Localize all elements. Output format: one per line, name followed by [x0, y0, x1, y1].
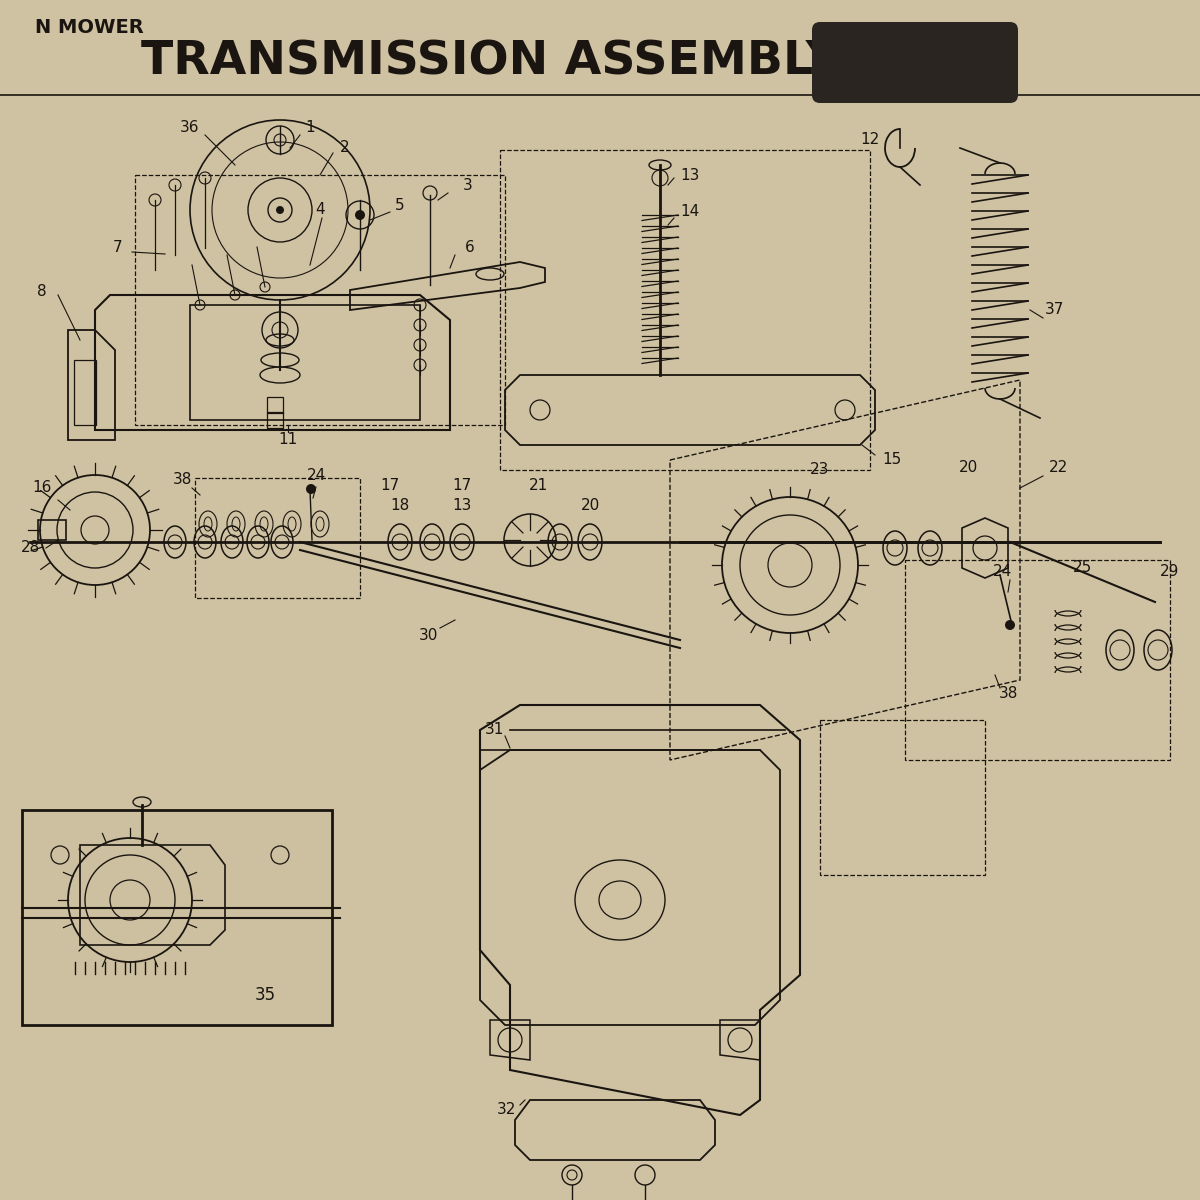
Text: 20: 20 — [581, 498, 600, 514]
Bar — [22, 810, 332, 1025]
Bar — [74, 360, 96, 425]
Text: 31: 31 — [485, 722, 505, 738]
Bar — [500, 150, 870, 470]
Text: 36: 36 — [180, 120, 199, 136]
Text: 38: 38 — [173, 473, 192, 487]
Text: 5: 5 — [395, 198, 404, 212]
Text: 13: 13 — [680, 168, 700, 182]
Text: 16: 16 — [32, 480, 52, 496]
Text: 38: 38 — [998, 686, 1018, 702]
Circle shape — [1006, 620, 1015, 630]
Text: 4: 4 — [316, 203, 325, 217]
Text: 21: 21 — [528, 479, 547, 493]
Text: 6: 6 — [466, 240, 475, 256]
Text: 30: 30 — [419, 628, 438, 642]
Text: 15: 15 — [882, 452, 901, 468]
Text: N MOWER: N MOWER — [35, 18, 144, 37]
Text: 8: 8 — [37, 284, 47, 300]
Circle shape — [276, 206, 284, 214]
Text: TRANSMISSION ASSEMBLY: TRANSMISSION ASSEMBLY — [140, 40, 840, 84]
Circle shape — [306, 484, 316, 494]
Text: 24: 24 — [306, 468, 325, 484]
Text: 11: 11 — [278, 432, 298, 448]
Text: 12: 12 — [860, 132, 880, 148]
Text: 3: 3 — [463, 178, 473, 192]
Bar — [134, 175, 505, 425]
Text: 29: 29 — [1160, 564, 1180, 580]
Text: 28: 28 — [20, 540, 40, 556]
Text: 17: 17 — [380, 479, 400, 493]
FancyBboxPatch shape — [812, 22, 1018, 103]
Text: 17: 17 — [452, 479, 472, 493]
Text: 7: 7 — [113, 240, 122, 256]
Text: 32: 32 — [497, 1103, 516, 1117]
Bar — [905, 560, 1170, 760]
Text: 22: 22 — [1049, 461, 1068, 475]
Text: 23: 23 — [810, 462, 829, 478]
Text: 18: 18 — [390, 498, 409, 514]
Text: 25: 25 — [1073, 560, 1092, 576]
Circle shape — [355, 210, 365, 220]
Text: 13: 13 — [452, 498, 472, 514]
Text: Figure 4: Figure 4 — [848, 47, 982, 79]
Bar — [38, 520, 66, 540]
Text: 35: 35 — [254, 986, 276, 1004]
Text: 1: 1 — [305, 120, 314, 136]
Text: 24: 24 — [992, 564, 1012, 580]
Text: 14: 14 — [680, 204, 700, 220]
Text: 2: 2 — [340, 140, 350, 156]
Text: 20: 20 — [959, 461, 978, 475]
Bar — [190, 305, 420, 420]
Text: 37: 37 — [1045, 302, 1064, 318]
Bar — [820, 720, 985, 875]
Bar — [194, 478, 360, 598]
